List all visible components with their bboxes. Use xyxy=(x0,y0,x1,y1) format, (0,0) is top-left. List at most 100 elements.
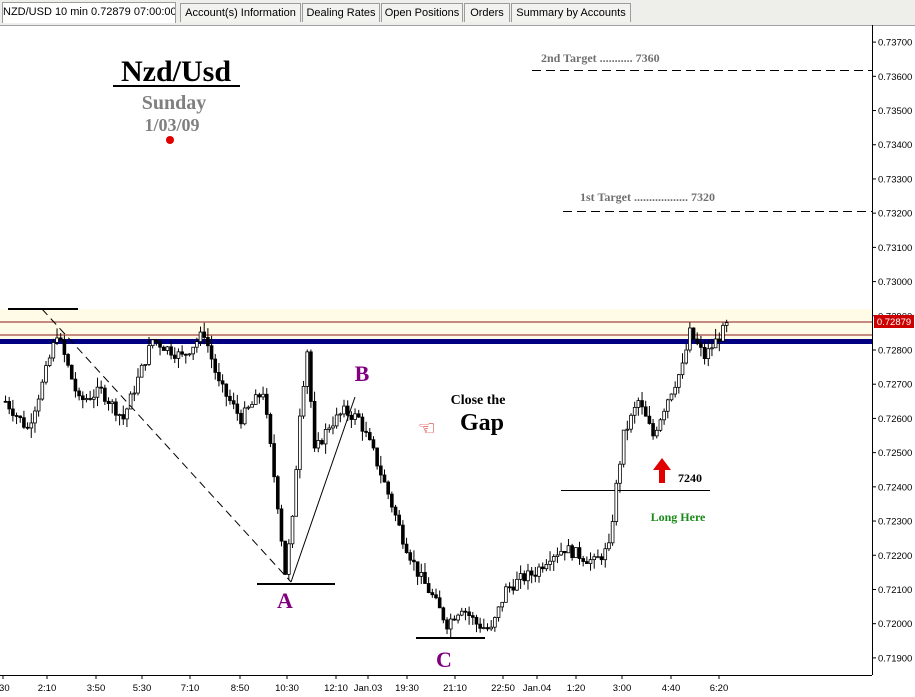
candle xyxy=(99,380,103,394)
candle xyxy=(367,427,372,441)
candle-body xyxy=(114,401,118,416)
candle-body xyxy=(268,413,273,444)
candle-body xyxy=(629,414,633,430)
candle xyxy=(136,368,140,396)
candle-body xyxy=(272,443,276,478)
candle-body xyxy=(423,572,427,584)
candle xyxy=(603,542,608,568)
candle xyxy=(537,563,541,583)
time-tick-label: 1:20 xyxy=(567,683,586,694)
candle-body xyxy=(316,440,321,449)
candle-body xyxy=(128,393,133,410)
candle-body xyxy=(202,331,207,338)
candle-body xyxy=(367,432,372,441)
candle xyxy=(187,353,192,357)
candle-body xyxy=(540,566,545,570)
candle xyxy=(614,479,619,526)
candle-body xyxy=(220,380,225,385)
candle xyxy=(143,364,148,371)
candle-body xyxy=(231,400,236,405)
candle-body xyxy=(51,342,56,359)
tab-dealing-rates[interactable]: Dealing Rates xyxy=(302,3,380,22)
up-arrow-icon xyxy=(653,458,671,483)
candle xyxy=(69,364,74,380)
candle-body xyxy=(647,415,652,424)
candle-body xyxy=(688,327,692,351)
time-tick-label: 12:10 xyxy=(324,683,348,694)
candle xyxy=(551,554,556,571)
candle xyxy=(618,460,622,493)
price-tick-label: 0.72800 xyxy=(878,346,912,357)
candle-body xyxy=(386,481,390,495)
candle xyxy=(570,543,574,561)
tab-account-information[interactable]: Account(s) Information xyxy=(180,3,301,22)
candle-body xyxy=(58,337,63,341)
candle-body xyxy=(529,570,534,576)
candle-body xyxy=(40,381,45,400)
candle-body xyxy=(445,619,449,630)
candle xyxy=(533,566,538,583)
candle-body xyxy=(482,627,486,629)
candle xyxy=(169,341,173,360)
candle-body xyxy=(154,339,159,343)
candle-body xyxy=(88,398,92,400)
candle xyxy=(165,345,170,355)
candle xyxy=(588,552,593,571)
candle-body xyxy=(434,594,438,599)
candle xyxy=(66,353,70,368)
price-tick-label: 0.72100 xyxy=(878,585,912,596)
candle-body xyxy=(161,346,166,351)
candle xyxy=(621,429,626,468)
candle xyxy=(607,533,611,552)
candle-body xyxy=(390,493,394,508)
candle xyxy=(721,322,725,342)
candle-body xyxy=(80,395,85,401)
candle-body xyxy=(275,476,280,510)
candle xyxy=(11,399,15,422)
candle-body xyxy=(298,415,302,471)
candle-body xyxy=(654,429,659,437)
tab-open-positions[interactable]: Open Positions xyxy=(381,3,463,22)
candle-body xyxy=(257,394,262,398)
candle-body xyxy=(500,601,505,608)
candle-body xyxy=(717,338,722,342)
candle-body xyxy=(713,338,718,349)
candle xyxy=(695,332,700,346)
point-c-label: C xyxy=(436,647,452,672)
candle-body xyxy=(699,342,703,348)
candle xyxy=(522,570,527,585)
candle-body xyxy=(470,615,475,618)
candle-body xyxy=(323,429,328,445)
candle-body xyxy=(614,482,619,522)
tab-nzdusd-chart[interactable]: NZD/USD 10 min 0.72879 07:00:00 xyxy=(2,2,176,23)
close-the-label: Close the xyxy=(451,393,506,408)
candle xyxy=(110,399,115,414)
candle-body xyxy=(596,556,600,559)
candle-body xyxy=(651,423,655,437)
candle-body xyxy=(283,540,287,575)
candle xyxy=(327,424,332,433)
candle xyxy=(294,465,298,517)
candle xyxy=(596,549,600,559)
candle xyxy=(702,340,707,365)
candle-body xyxy=(507,586,512,589)
tab-orders[interactable]: Orders xyxy=(464,3,510,22)
candle xyxy=(386,480,390,500)
candle xyxy=(301,380,306,419)
price-tick-label: 0.73400 xyxy=(878,140,912,151)
price-tick-label: 0.73100 xyxy=(878,243,912,254)
candle-body xyxy=(55,337,59,343)
candle-body xyxy=(224,383,229,397)
time-tick-label: :30 xyxy=(0,683,10,694)
price-tick-label: 0.72700 xyxy=(878,380,912,391)
candle-body xyxy=(408,552,413,561)
candle xyxy=(713,328,718,349)
candle-body xyxy=(522,573,527,582)
candle xyxy=(261,386,265,401)
point-b-label: B xyxy=(355,361,370,386)
candle xyxy=(636,397,641,416)
price-tick-label: 0.73200 xyxy=(878,209,912,220)
tab-summary-by-accounts[interactable]: Summary by Accounts xyxy=(511,3,631,22)
candle-body xyxy=(375,447,379,467)
candle-body xyxy=(47,357,52,366)
